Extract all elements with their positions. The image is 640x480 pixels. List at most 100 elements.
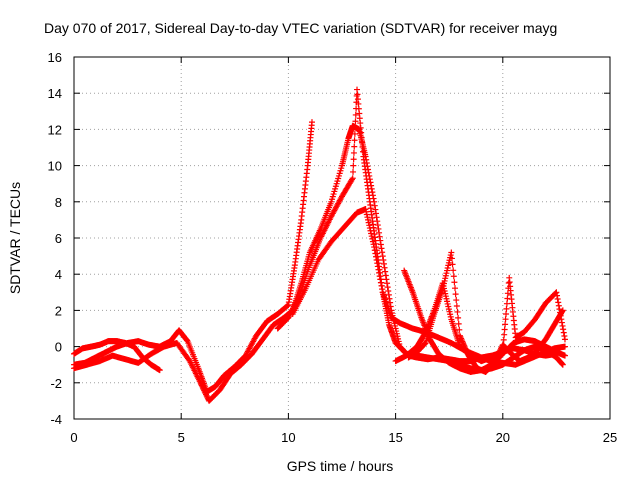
y-axis-label: SDTVAR / TECUs (7, 182, 23, 294)
y-tick-label: 16 (48, 50, 62, 65)
data-point (308, 119, 315, 126)
data-point (500, 336, 507, 343)
data-point (561, 352, 568, 359)
data-point (455, 314, 462, 321)
x-tick-label: 5 (178, 430, 185, 445)
data-point (363, 211, 370, 218)
x-tick-label: 15 (388, 430, 402, 445)
data-point (371, 244, 378, 251)
data-point (503, 300, 510, 307)
data-point (422, 340, 429, 347)
axis-ticks: 0 5 10 15 20 25 -4 -2 0 2 4 6 8 10 12 14 16 (48, 50, 618, 445)
x-tick-label: 10 (281, 430, 295, 445)
data-point (451, 279, 458, 286)
y-tick-label: 0 (55, 340, 62, 355)
data-point (382, 272, 389, 279)
data-point (381, 264, 388, 271)
data-point (368, 233, 375, 240)
grid (74, 57, 610, 419)
data-point (375, 225, 382, 232)
data-point (351, 130, 358, 137)
data-point (561, 336, 568, 343)
data-point (366, 225, 373, 232)
data-point (377, 276, 384, 283)
data-point (559, 307, 566, 314)
data-point (372, 253, 379, 260)
data-point (555, 299, 562, 306)
data-point (453, 303, 460, 310)
data-point (377, 241, 384, 248)
data-point (379, 249, 386, 256)
data-point (378, 245, 385, 252)
data-point (371, 202, 378, 209)
data-point (379, 286, 386, 293)
data-point (501, 331, 508, 338)
data-point (559, 361, 566, 368)
data-point (455, 320, 462, 327)
data-point (453, 297, 460, 304)
y-tick-label: 12 (48, 122, 62, 137)
data-point (369, 238, 376, 245)
data-point (385, 291, 392, 298)
data-point (384, 284, 391, 291)
data-point (559, 308, 566, 315)
data-point (561, 343, 568, 350)
data-point (371, 247, 378, 254)
data-point (560, 326, 567, 333)
data-point (450, 267, 457, 274)
data-point (367, 227, 374, 234)
data-point (384, 280, 391, 287)
x-tick-label: 0 (70, 430, 77, 445)
data-point (348, 176, 355, 183)
data-point (421, 341, 428, 348)
data-point (372, 250, 379, 257)
data-point (559, 322, 566, 329)
data-point (452, 291, 459, 298)
data-point (553, 289, 560, 296)
x-tick-label: 20 (496, 430, 510, 445)
data-point (558, 319, 565, 326)
data-point (349, 175, 356, 182)
data-point (365, 219, 372, 226)
data-point (370, 241, 377, 248)
data-point (373, 256, 380, 263)
data-point (501, 326, 508, 333)
y-tick-label: -4 (50, 412, 62, 427)
data-point (365, 216, 372, 223)
data-point (448, 255, 455, 262)
y-tick-label: 2 (55, 303, 62, 318)
x-axis-label: GPS time / hours (287, 458, 394, 474)
data-point (184, 337, 191, 344)
data-point (373, 214, 380, 221)
y-tick-label: 8 (55, 195, 62, 210)
y-tick-label: -2 (50, 376, 62, 391)
data-point (351, 143, 358, 150)
data-point (450, 273, 457, 280)
data-point (374, 222, 381, 229)
data-point (376, 269, 383, 276)
y-tick-label: 4 (55, 267, 62, 282)
data-point (386, 295, 393, 302)
data-point (375, 266, 382, 273)
data-point (505, 279, 512, 286)
data-point (454, 308, 461, 315)
data-point (560, 329, 567, 336)
data-point (376, 273, 383, 280)
data-point (364, 214, 371, 221)
series-trace-4 (289, 206, 568, 368)
series-trace-7 (405, 249, 566, 375)
data-point (350, 162, 357, 169)
y-tick-label: 10 (48, 159, 62, 174)
data-point (385, 288, 392, 295)
data-point (368, 230, 375, 237)
data-point (554, 292, 561, 299)
data-point (449, 261, 456, 268)
data-point (382, 268, 389, 275)
y-tick-label: 6 (55, 231, 62, 246)
series-trace-8 (71, 338, 163, 374)
data-point (504, 290, 511, 297)
data-point (448, 249, 455, 256)
data-point (366, 222, 373, 229)
data-point (284, 302, 291, 309)
